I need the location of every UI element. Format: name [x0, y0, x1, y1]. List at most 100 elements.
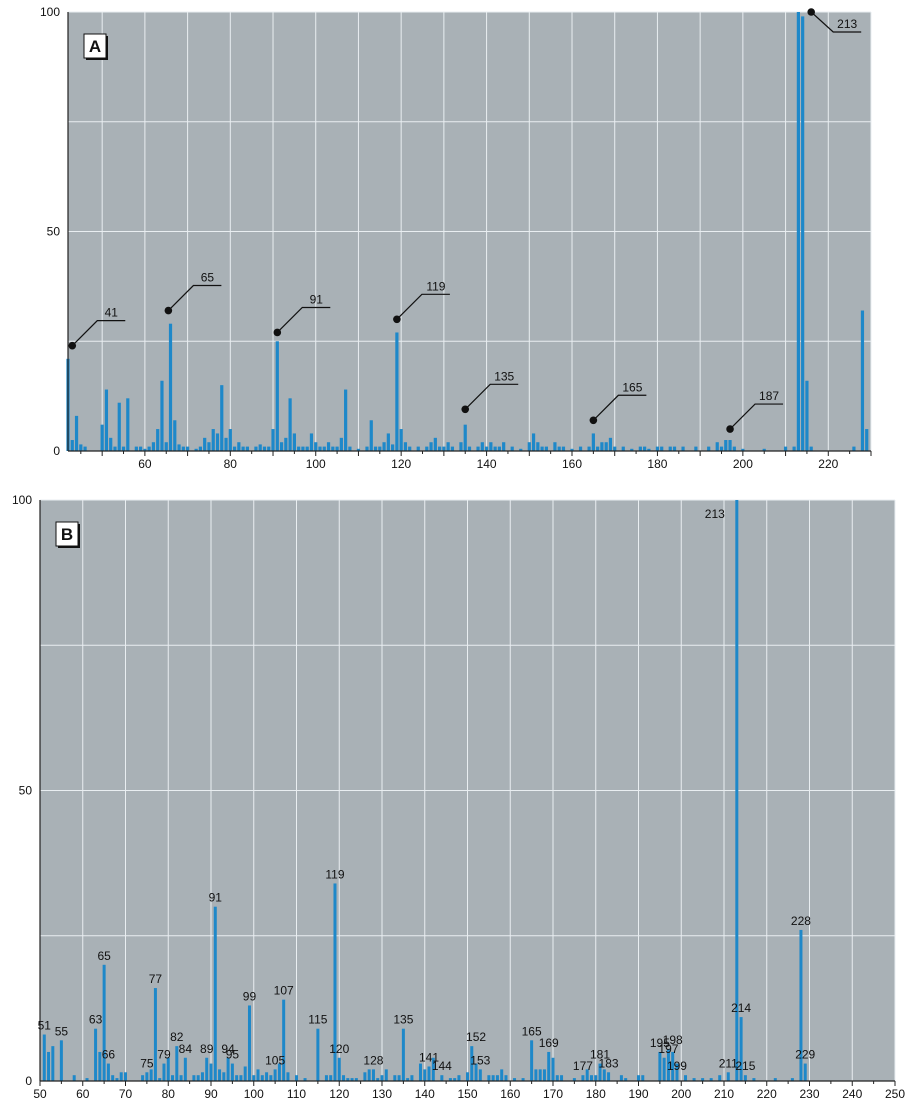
bar	[192, 1075, 196, 1081]
bar	[487, 1075, 491, 1081]
data-label: 105	[265, 1053, 285, 1067]
bar	[224, 437, 228, 451]
bar	[852, 446, 856, 451]
bar	[218, 1069, 222, 1081]
bar	[79, 444, 83, 451]
annotation-label: 41	[105, 306, 119, 320]
bar	[147, 446, 151, 451]
x-tick-label: 220	[818, 457, 838, 471]
bar	[641, 1075, 645, 1081]
bar	[587, 446, 591, 451]
bar	[241, 446, 245, 451]
bar	[211, 429, 215, 451]
x-tick-label: 180	[586, 1087, 606, 1101]
bar	[203, 437, 207, 451]
bar	[228, 429, 232, 451]
data-label: 141	[419, 1050, 439, 1064]
bar	[773, 1078, 777, 1081]
bar	[555, 1075, 559, 1081]
bar	[124, 1072, 127, 1081]
bar	[666, 1049, 670, 1081]
bar	[160, 380, 164, 451]
bar	[467, 446, 472, 451]
annotation-label: 65	[201, 271, 215, 285]
bar	[718, 1075, 722, 1081]
bar	[553, 442, 557, 451]
bar	[333, 883, 337, 1081]
annotation-leader	[276, 306, 331, 333]
bar	[792, 446, 796, 451]
data-label: 211	[719, 1056, 738, 1070]
bar	[102, 964, 106, 1081]
data-label: 153	[470, 1053, 490, 1067]
bar	[254, 446, 258, 451]
bar	[709, 1078, 713, 1081]
bar	[365, 446, 369, 451]
bar	[715, 442, 719, 451]
bar	[671, 1051, 675, 1081]
bar	[100, 424, 104, 451]
bar	[478, 1069, 482, 1081]
bar	[540, 446, 544, 451]
bar	[115, 1078, 119, 1081]
bar	[418, 1063, 422, 1081]
bar	[504, 1075, 508, 1081]
bar	[384, 1069, 388, 1081]
bar	[638, 446, 642, 451]
bar	[322, 446, 326, 451]
x-tick-label: 50	[33, 1087, 47, 1101]
data-label: 55	[55, 1024, 69, 1038]
bar	[378, 446, 382, 451]
bar	[145, 1072, 149, 1081]
bar	[143, 448, 147, 451]
x-tick-label: 180	[647, 457, 667, 471]
bar	[243, 1066, 247, 1081]
bar	[643, 446, 647, 451]
bar	[427, 1066, 431, 1081]
data-label: 120	[329, 1042, 349, 1056]
data-label: 228	[791, 914, 811, 928]
bar	[342, 1075, 346, 1081]
data-label: 169	[539, 1036, 559, 1050]
bar	[681, 446, 685, 451]
y-tick-label: 100	[40, 5, 60, 19]
bar	[121, 446, 126, 451]
bar	[273, 1069, 277, 1081]
bar	[277, 1063, 281, 1081]
bar	[70, 440, 74, 451]
bar	[423, 1069, 427, 1081]
bar	[735, 500, 739, 1081]
annotation-leader	[729, 403, 784, 430]
y-tick-label: 0	[53, 444, 60, 458]
bar	[466, 1072, 469, 1081]
x-tick-label: 170	[543, 1087, 563, 1101]
bar	[600, 442, 604, 451]
bar	[185, 446, 190, 451]
bar	[371, 1069, 375, 1081]
bar	[119, 1072, 123, 1081]
bar	[348, 446, 352, 451]
bar	[282, 999, 286, 1081]
bar	[684, 1075, 688, 1081]
bar	[442, 446, 446, 451]
bar	[561, 446, 566, 451]
bar	[397, 1075, 401, 1081]
bar	[113, 446, 117, 451]
bar	[531, 433, 536, 451]
data-label: 229	[795, 1048, 815, 1062]
bar	[752, 1078, 756, 1081]
bar	[346, 1078, 350, 1081]
bar	[369, 420, 373, 451]
bar	[196, 1075, 200, 1081]
data-label: 99	[243, 989, 257, 1003]
bar	[72, 1075, 76, 1081]
bar	[200, 1072, 204, 1081]
bar	[301, 446, 305, 451]
data-label: 91	[209, 891, 223, 905]
x-tick-label: 110	[287, 1087, 306, 1101]
x-tick-label: 100	[306, 457, 326, 471]
annotation-label: 135	[494, 369, 514, 383]
bar	[198, 446, 203, 451]
annotation-label: 213	[837, 17, 857, 31]
